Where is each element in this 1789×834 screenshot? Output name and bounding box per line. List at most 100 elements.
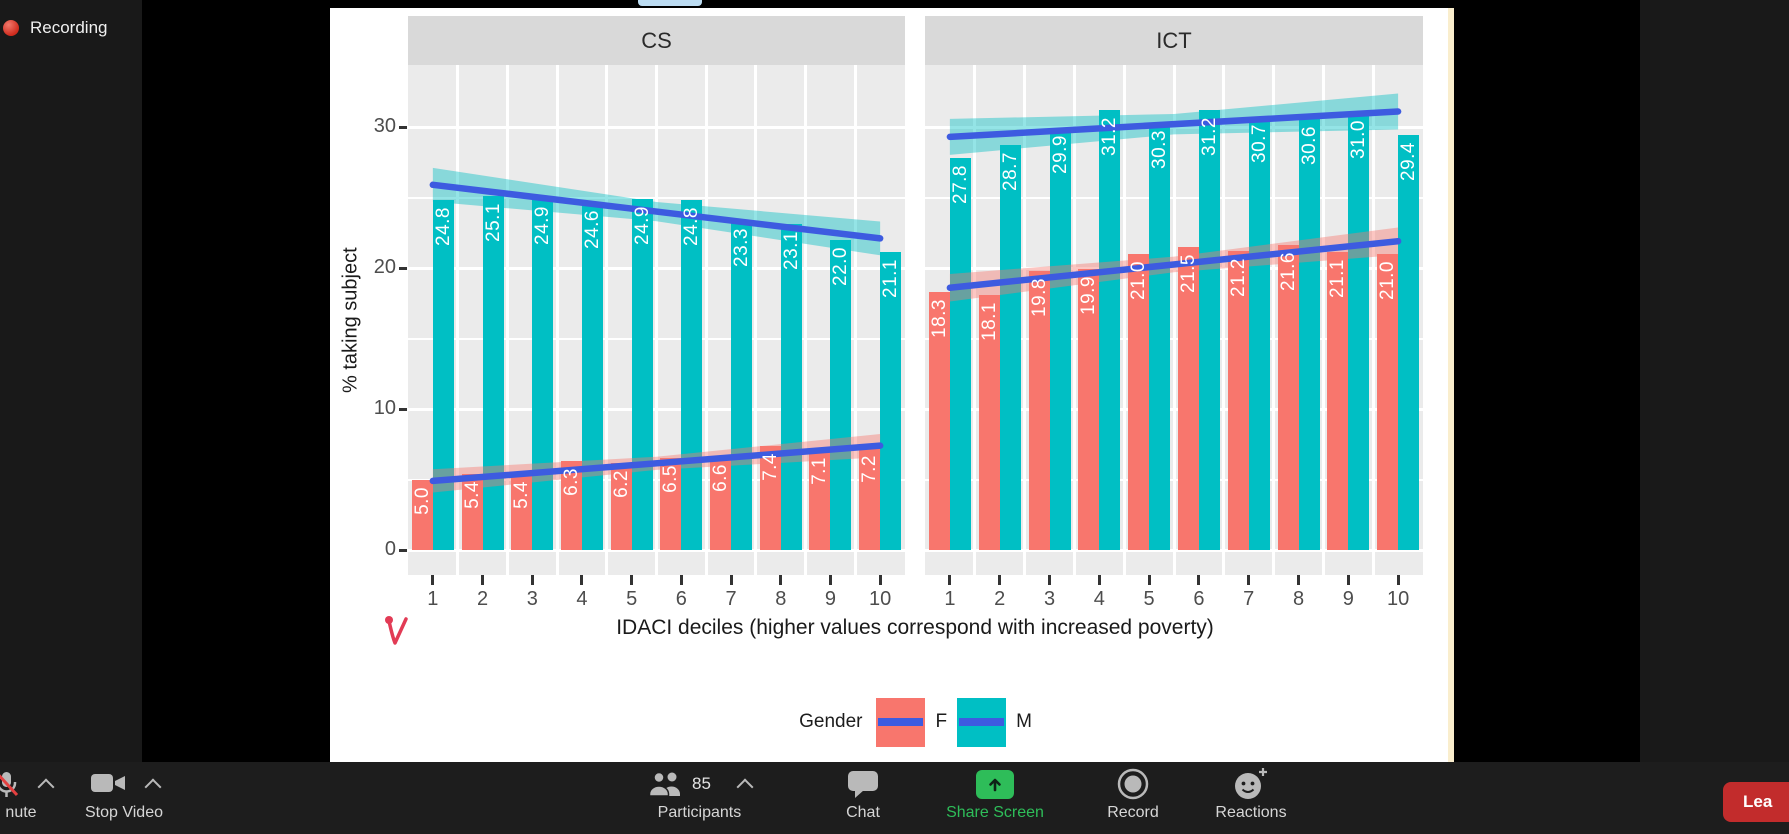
bar-ICT-M-6 — [1198, 110, 1220, 550]
bar-value-label: 6.2 — [610, 469, 632, 498]
bar-ICT-F-3 — [1028, 270, 1050, 550]
y-tick-label: 0 — [384, 538, 396, 560]
participants-count: 85 — [692, 774, 711, 793]
bar-value-label: 23.3 — [731, 228, 753, 268]
x-tick-label: 7 — [1243, 588, 1255, 610]
bar-value-label: 30.7 — [1248, 124, 1270, 164]
bar-ICT-M-1 — [949, 158, 971, 550]
facet-strip-ict: ICT — [925, 16, 1423, 65]
bar-value-label: 21.1 — [880, 259, 902, 299]
record-icon — [1117, 768, 1149, 800]
gridline — [1272, 65, 1276, 575]
bar-value-label: 6.3 — [560, 468, 582, 497]
bar-ICT-F-9 — [1327, 252, 1349, 550]
bar-CS-M-7 — [731, 221, 753, 550]
bar-value-label: 18.1 — [978, 301, 1000, 341]
gridline — [505, 65, 509, 575]
bar-CS-F-5 — [610, 462, 632, 550]
bar-value-label: 21.1 — [1327, 259, 1349, 299]
chat-bubble-icon — [848, 771, 878, 798]
bar-CS-F-2 — [461, 473, 483, 550]
gridline — [1023, 65, 1027, 575]
bar-ICT-F-5 — [1128, 253, 1150, 550]
x-tick-mark — [431, 575, 435, 585]
bar-value-label: 28.7 — [999, 152, 1021, 192]
y-axis-title: % taking subject — [339, 247, 362, 393]
bar-ICT-F-1 — [928, 291, 950, 550]
meeting-toolbar: nute Stop Video 85 — [0, 762, 1789, 834]
stop-video-button[interactable]: Stop Video — [85, 767, 163, 822]
x-tick-label: 9 — [1342, 588, 1354, 610]
x-tick-mark — [998, 575, 1002, 585]
bar-CS-F-9 — [809, 449, 831, 550]
x-tick-label: 10 — [1386, 588, 1410, 610]
bar-value-label: 24.9 — [532, 205, 554, 245]
gridline — [1321, 65, 1325, 575]
record-button[interactable]: Record — [1098, 767, 1168, 822]
participants-options-chevron-icon[interactable] — [736, 778, 754, 795]
bar-ICT-F-10 — [1377, 253, 1399, 550]
slide: CS ICT 5.0 5.4 5.4 6.3 6.2 6.5 6.6 7.4 7.1 7.2 24.… — [330, 8, 1448, 762]
reactions-button[interactable]: Reactions — [1210, 767, 1292, 822]
trend-line-M — [946, 108, 1402, 141]
x-tick-mark — [679, 575, 683, 585]
bar-CS-M-1 — [432, 200, 454, 550]
x-tick-mark — [630, 575, 634, 585]
bar-value-label: 25.1 — [482, 203, 504, 243]
bar-value-label: 7.4 — [759, 452, 781, 481]
bar-ICT-M-3 — [1049, 128, 1071, 550]
gridline — [655, 65, 658, 575]
gridline — [605, 65, 609, 575]
gridline — [804, 65, 808, 575]
y-tick-mark — [399, 549, 407, 552]
bar-value-label: 5.4 — [461, 480, 483, 509]
bar-CS-M-10 — [880, 252, 902, 550]
bar-value-label: 24.8 — [681, 207, 703, 247]
pen-annotation-checkmark — [385, 616, 408, 645]
chat-button[interactable]: Chat — [830, 767, 896, 822]
share-screen-button[interactable]: Share Screen — [940, 767, 1050, 822]
legend: Gender F M — [408, 694, 1423, 750]
participants-button[interactable]: 85 Participants — [648, 767, 754, 822]
record-label: Record — [1107, 804, 1159, 821]
bar-value-label: 29.9 — [1049, 135, 1071, 175]
bar-CS-F-4 — [560, 461, 582, 550]
x-tick-mark — [1197, 575, 1201, 585]
bar-value-label: 7.1 — [809, 456, 831, 485]
x-tick-label: 1 — [427, 588, 439, 610]
reactions-smiley-icon — [1235, 768, 1267, 799]
x-tick-label: 8 — [775, 588, 787, 610]
x-tick-mark — [1147, 575, 1151, 585]
bar-value-label: 27.8 — [949, 165, 971, 204]
bar-value-label: 21.2 — [1227, 258, 1249, 298]
trend-layer — [429, 167, 884, 493]
y-tick-mark — [399, 126, 407, 129]
x-tick-label: 4 — [1093, 588, 1105, 610]
participants-label: Participants — [657, 804, 742, 821]
bar-value-label: 21.6 — [1277, 252, 1299, 292]
bar-value-label: 31.0 — [1348, 119, 1370, 159]
legend-label-f: F — [935, 711, 948, 732]
bar-ICT-M-7 — [1248, 117, 1270, 550]
gridline — [1371, 65, 1375, 575]
x-tick-mark — [828, 575, 832, 585]
bar-value-label: 19.9 — [1078, 276, 1100, 316]
mute-button[interactable]: nute — [0, 767, 55, 822]
video-options-chevron-icon[interactable] — [144, 778, 162, 795]
leave-button[interactable]: Lea — [1723, 782, 1789, 822]
gridline — [1222, 65, 1226, 575]
bar-value-label: 29.4 — [1398, 142, 1420, 182]
y-tick-label: 10 — [373, 397, 396, 419]
mute-options-chevron-icon[interactable] — [37, 778, 55, 795]
x-tick-mark — [1396, 575, 1400, 585]
share-screen-label: Share Screen — [946, 804, 1044, 821]
camera-icon — [91, 774, 125, 792]
bar-ICT-F-8 — [1277, 245, 1299, 550]
recording-label: Recording — [30, 18, 108, 37]
x-tick-label: 6 — [675, 588, 687, 610]
trend-line-F — [946, 237, 1402, 291]
x-tick-label: 3 — [1043, 588, 1056, 610]
bar-CS-F-8 — [759, 445, 781, 550]
stop-video-label: Stop Video — [85, 804, 163, 821]
